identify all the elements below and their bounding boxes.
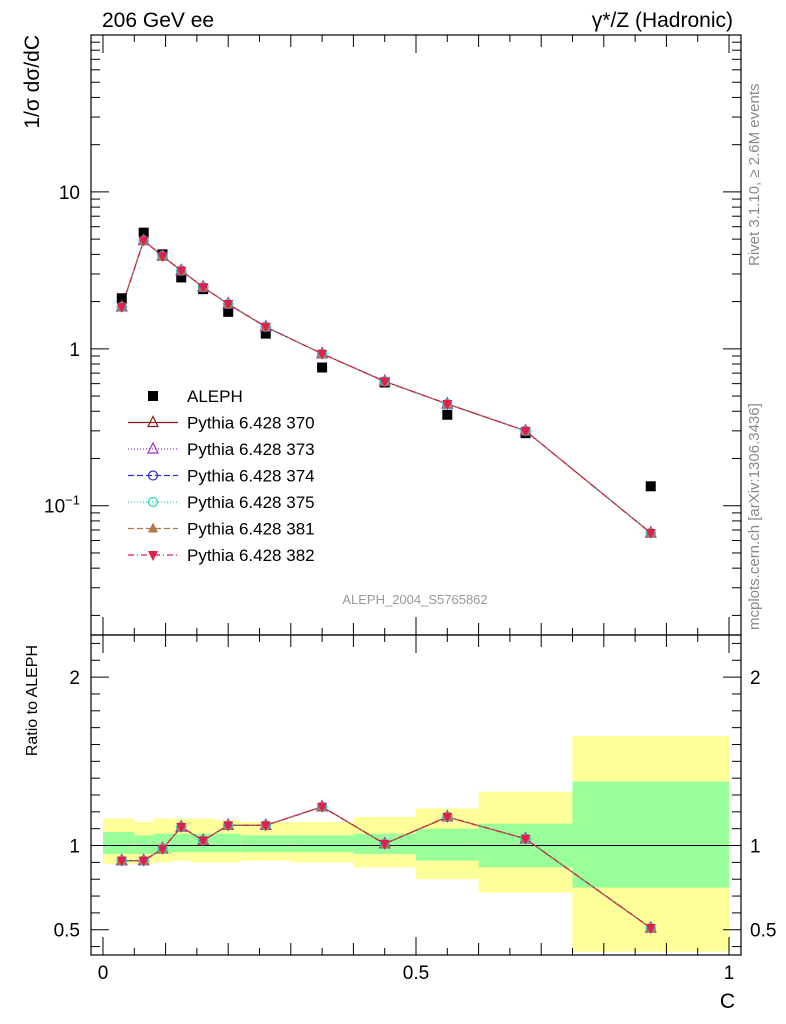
mc-point — [116, 302, 127, 313]
data-point — [223, 306, 234, 317]
ratio-y-tick-label: 0.5 — [54, 921, 80, 942]
ratio-series — [115, 799, 657, 935]
ratio-point — [645, 924, 656, 935]
main-series — [115, 227, 657, 540]
ratio-point — [379, 839, 390, 850]
rivet-label: Rivet 3.1.10, ≥ 2.6M events — [746, 83, 763, 267]
mc-point — [260, 322, 271, 333]
legend-label: Pythia 6.428 381 — [187, 520, 315, 539]
ratio-point — [223, 821, 234, 832]
legend-marker — [147, 441, 159, 454]
analysis-label: ALEPH_2004_S5765862 — [342, 592, 487, 607]
header-right-title: γ*/Z (Hadronic) — [592, 9, 733, 32]
stat-uncertainty-band — [572, 781, 729, 888]
ratio-y-tick-label: 1 — [69, 837, 80, 858]
stat-uncertainty-band — [134, 835, 154, 854]
legend-label: Pythia 6.428 373 — [187, 440, 315, 459]
legend-label: ALEPH — [187, 387, 243, 406]
x-tick-label: 0.5 — [403, 963, 429, 984]
mc-point — [317, 349, 328, 360]
data-point — [317, 362, 328, 373]
legend-marker — [148, 522, 158, 533]
ratio-y-tick-label: 2 — [69, 668, 80, 689]
legend-label: Pythia 6.428 382 — [187, 546, 315, 565]
stat-uncertainty-band — [171, 833, 191, 853]
main-axes: 10 1 10−1 — [44, 34, 742, 636]
x-axis-label: C — [720, 990, 735, 1013]
mc-point — [198, 283, 209, 294]
legend-label: Pythia 6.428 375 — [187, 493, 315, 512]
data-point — [442, 409, 453, 420]
ratio-bands — [103, 736, 729, 952]
mc-point — [176, 266, 187, 277]
x-tick-label: 1 — [724, 963, 735, 984]
mc-point — [157, 252, 168, 263]
x-tick-label: 0 — [98, 963, 109, 984]
stat-uncertainty-band — [240, 835, 291, 853]
ratio-y-tick-label-right: 0.5 — [750, 921, 776, 942]
mc-point — [645, 529, 656, 540]
legend-label: Pythia 6.428 370 — [187, 414, 315, 433]
stat-uncertainty-band — [416, 828, 479, 861]
ratio-point — [317, 802, 328, 813]
mc-point — [520, 426, 531, 437]
ratio-y-tick-label-right: 1 — [750, 837, 761, 858]
legend-marker — [148, 391, 158, 401]
ratio-point — [116, 856, 127, 867]
ratio-y-axis-label: Ratio to ALEPH — [24, 645, 41, 756]
site-label: mcplots.cern.ch [arXiv:1306.3436] — [746, 403, 763, 630]
stat-uncertainty-band — [290, 835, 354, 853]
main-frame — [90, 34, 742, 636]
y-tick-label: 10 — [59, 183, 80, 204]
ratio-point — [176, 823, 187, 833]
data-point — [260, 328, 271, 339]
mc-point — [379, 377, 390, 388]
legend-label: Pythia 6.428 374 — [187, 467, 315, 486]
series-line-6 — [121, 239, 652, 534]
data-point — [176, 272, 187, 283]
y-tick-label: 10−1 — [44, 493, 80, 518]
legend-marker — [148, 551, 158, 561]
ratio-point — [520, 834, 531, 845]
data-point — [645, 481, 656, 492]
stat-uncertainty-band — [215, 833, 241, 853]
ratio-point — [138, 856, 149, 867]
ratio-y-tick-label-right: 2 — [750, 668, 761, 689]
mc-point — [223, 300, 234, 311]
mc-point — [442, 399, 453, 410]
legend-marker — [147, 470, 159, 481]
legend: ALEPH Pythia 6.428 370 Pythia 6.428 373 Pyt… — [128, 387, 315, 565]
ratio-point — [260, 821, 271, 832]
data-point — [138, 227, 149, 238]
ratio-point — [157, 844, 168, 855]
stat-uncertainty-band — [103, 832, 135, 854]
legend-marker — [147, 415, 159, 428]
data-point — [116, 293, 127, 304]
header-left-title: 206 GeV ee — [102, 9, 214, 32]
ratio-point — [198, 836, 209, 847]
ratio-point — [442, 812, 453, 823]
legend-marker — [147, 496, 159, 508]
mc-point — [138, 236, 149, 247]
y-tick-label: 1 — [69, 340, 80, 361]
main-y-axis-label: 1/σ dσ/dC — [21, 35, 44, 129]
